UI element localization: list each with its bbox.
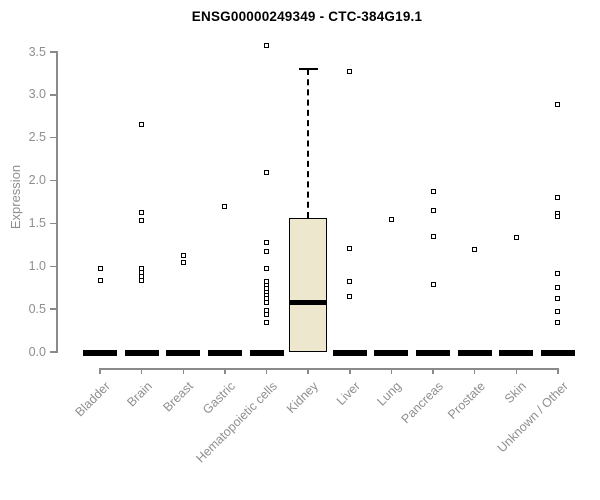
- outlier-point: [139, 209, 145, 215]
- x-tick-mark: [307, 368, 309, 374]
- x-tick-mark: [390, 368, 393, 374]
- y-tick-mark: [50, 222, 56, 225]
- outlier-point: [555, 309, 561, 315]
- y-tick-label: 2.5: [28, 130, 46, 145]
- x-tick-mark: [349, 368, 351, 374]
- outlier-point: [555, 270, 561, 276]
- zero-median-bar: [374, 350, 409, 356]
- outlier-point: [264, 320, 270, 326]
- y-tick-mark: [50, 179, 56, 182]
- outlier-point: [513, 234, 519, 240]
- outlier-point: [97, 277, 103, 283]
- x-tick-mark: [557, 368, 559, 374]
- x-tick-mark: [473, 368, 476, 374]
- x-tick-mark: [432, 368, 434, 374]
- outlier-point: [264, 42, 270, 48]
- outlier-point: [430, 189, 436, 195]
- outlier-point: [347, 293, 353, 299]
- outlier-point: [264, 311, 270, 317]
- y-tick-label: 1.0: [28, 258, 46, 273]
- outlier-point: [264, 169, 270, 175]
- outlier-point: [264, 265, 270, 271]
- outlier-point: [430, 281, 436, 287]
- whisker-line: [307, 69, 310, 219]
- y-tick-mark: [50, 136, 56, 139]
- median-line: [289, 299, 328, 305]
- y-tick-label: 3.5: [28, 44, 46, 59]
- outlier-point: [180, 259, 186, 265]
- outlier-point: [555, 195, 561, 201]
- outlier-point: [264, 299, 270, 305]
- outlier-point: [555, 295, 561, 301]
- y-tick-label: 0.0: [28, 344, 46, 359]
- zero-median-bar: [249, 350, 284, 356]
- zero-median-bar: [499, 350, 534, 356]
- outlier-point: [139, 122, 145, 128]
- y-axis-line: [56, 51, 58, 353]
- y-tick-mark: [50, 51, 56, 53]
- outlier-point: [555, 214, 561, 220]
- box: [289, 218, 328, 352]
- y-tick-label: 3.0: [28, 87, 46, 102]
- outlier-point: [430, 233, 436, 239]
- outlier-point: [388, 216, 394, 222]
- zero-median-bar: [207, 350, 242, 356]
- x-tick-mark: [515, 368, 518, 374]
- outlier-point: [139, 278, 145, 284]
- outlier-point: [347, 279, 353, 285]
- y-tick-mark: [50, 308, 56, 310]
- whisker-cap: [298, 68, 318, 71]
- y-tick-mark: [50, 94, 56, 96]
- zero-median-bar: [124, 350, 159, 356]
- outlier-point: [555, 285, 561, 291]
- outlier-point: [264, 239, 270, 245]
- outlier-point: [139, 217, 145, 223]
- x-tick-mark: [224, 368, 226, 374]
- zero-median-bar: [332, 350, 367, 356]
- x-tick-mark: [140, 368, 143, 374]
- y-tick-mark: [50, 351, 56, 353]
- x-tick-mark: [99, 368, 101, 374]
- x-tick-mark: [265, 368, 268, 374]
- zero-median-bar: [83, 350, 117, 356]
- outlier-point: [555, 101, 561, 107]
- zero-median-bar: [416, 350, 451, 356]
- zero-median-bar: [540, 350, 575, 356]
- zero-median-bar: [166, 350, 201, 356]
- outlier-point: [430, 208, 436, 214]
- outlier-point: [264, 249, 270, 255]
- y-tick-mark: [50, 265, 56, 268]
- y-tick-label: 2.0: [28, 173, 46, 188]
- outlier-point: [222, 203, 228, 209]
- chart-title: ENSG00000249349 - CTC-384G19.1: [191, 9, 423, 24]
- x-axis-line: [99, 368, 559, 370]
- x-tick-mark: [182, 368, 185, 374]
- outlier-point: [180, 252, 186, 258]
- outlier-point: [555, 320, 561, 326]
- outlier-point: [472, 246, 478, 252]
- y-tick-label: 0.5: [28, 301, 46, 316]
- outlier-point: [347, 245, 353, 251]
- outlier-point: [97, 265, 103, 271]
- outlier-point: [347, 69, 353, 75]
- zero-median-bar: [457, 350, 492, 356]
- y-tick-label: 1.5: [28, 215, 46, 230]
